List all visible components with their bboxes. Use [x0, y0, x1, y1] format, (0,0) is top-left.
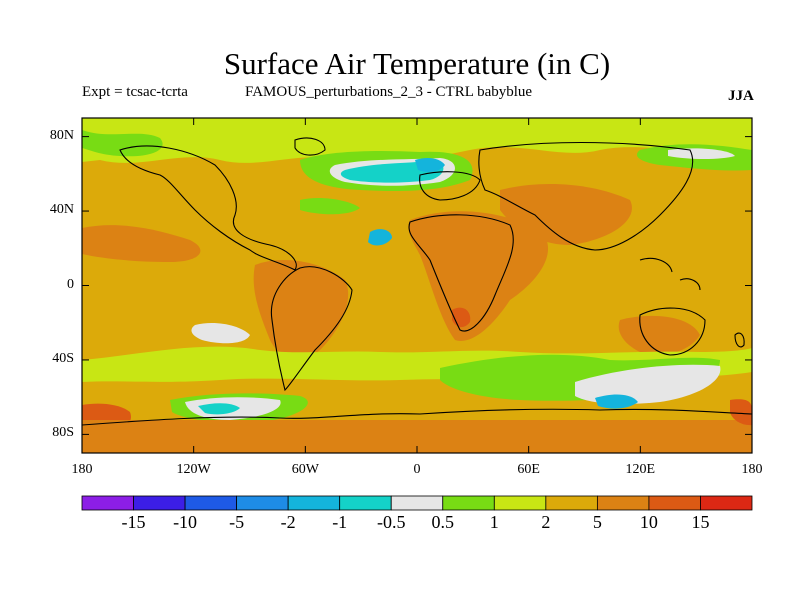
colorbar-label: -10: [173, 512, 198, 532]
field-south-america-warm: [253, 260, 349, 359]
experiment-label: Expt = tcsac-tcrta: [82, 84, 188, 100]
colorbar-label: -0.5: [376, 512, 406, 532]
colorbar-label: 2: [541, 512, 551, 532]
lon-tick-label: 120E: [625, 462, 656, 477]
field-siberia-neutral: [668, 148, 735, 159]
colorbar-swatch: [81, 495, 134, 511]
colorbar-swatch: [339, 495, 392, 511]
lon-tick-label: 180: [741, 462, 763, 477]
colorbar-label: 15: [691, 512, 710, 532]
comparison-label: FAMOUS_perturbations_2_3 - CTRL babyblue: [245, 84, 533, 100]
lon-tick-label: 0: [413, 462, 421, 477]
colorbar-label: 10: [639, 512, 658, 532]
axis-ticks: [81, 118, 753, 453]
field-pacific-warm: [82, 225, 201, 262]
colorbar-label: 5: [592, 512, 602, 532]
lon-tick-label: 60W: [291, 462, 319, 477]
field-arctic-green-1: [82, 130, 163, 157]
season-label: JJA: [728, 88, 754, 104]
colorbar-swatch: [133, 495, 186, 511]
colorbar-label: 1: [489, 512, 499, 532]
colorbar-swatch: [545, 495, 598, 511]
field-midatlantic-cool: [368, 229, 392, 246]
field-antarctica-warm: [82, 420, 752, 453]
lat-tick-label: 80N: [49, 127, 74, 143]
colorbar-label: -15: [121, 512, 146, 532]
field-arctic-warm: [82, 118, 752, 165]
field-pacific-neutral: [191, 323, 250, 344]
colorbar-swatch: [596, 495, 650, 511]
field-asia-warm: [500, 184, 632, 245]
temperature-field: [82, 118, 752, 453]
colorbar-swatch: [442, 495, 495, 511]
colorbar-swatch: [287, 495, 341, 511]
colorbar-swatch: [184, 495, 238, 511]
field-antarctic-cool-1: [198, 403, 240, 415]
colorbar-swatch: [390, 495, 444, 511]
colorbar-label: -5: [229, 512, 245, 532]
field-atlantic-cold: [415, 157, 445, 173]
lat-tick-label: 40N: [49, 202, 74, 218]
field-antarctic-hot-east: [730, 399, 752, 426]
field-australia-warm: [618, 315, 700, 356]
field-antarctic-cool-2: [595, 394, 638, 409]
lon-tick-label: 60E: [517, 462, 540, 477]
lat-tick-label: 0: [67, 276, 74, 292]
lon-tick-label: 120W: [176, 462, 211, 477]
lat-tick-label: 40S: [52, 350, 74, 366]
colorbar-label: -2: [280, 512, 296, 532]
colorbar-swatch: [236, 495, 289, 511]
field-antarctic-neutral-2: [575, 364, 721, 404]
lon-tick-label: 180: [71, 462, 93, 477]
colorbar-swatch: [700, 495, 753, 511]
colorbar-label: 0.5: [431, 512, 455, 532]
coastlines: [82, 137, 752, 426]
colorbar-swatch: [648, 495, 701, 511]
lat-tick-label: 80S: [52, 425, 74, 441]
field-atlantic-green-2: [300, 197, 360, 215]
colorbar: [81, 495, 753, 511]
chart-title: Surface Air Temperature (in C): [223, 46, 611, 81]
colorbar-swatch: [493, 495, 547, 511]
colorbar-label: -1: [332, 512, 348, 532]
